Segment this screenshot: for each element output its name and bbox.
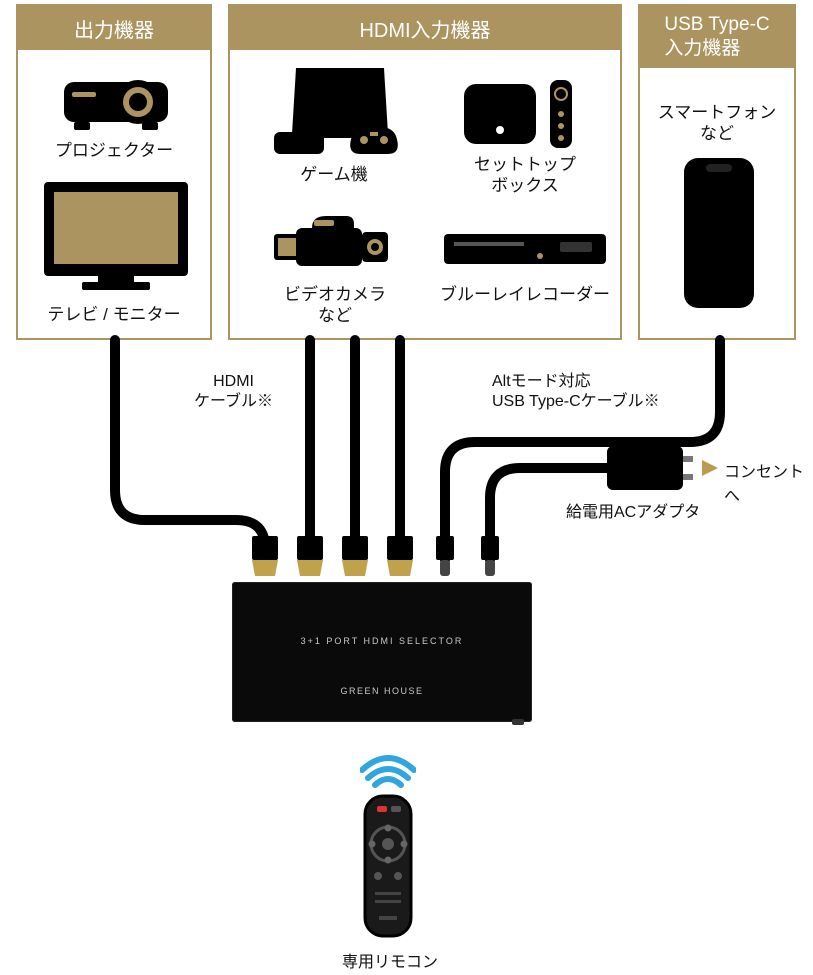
outlet-label: コンセントへ	[724, 458, 813, 506]
usbc-connector-1	[436, 536, 454, 576]
hdmi-selector-device: 3+1 PORT HDMI SELECTOR GREEN HOUSE	[232, 582, 532, 722]
usbc-cable-label: Altモード対応 USB Type-Cケーブル※	[492, 372, 660, 412]
usbc-connector-2	[481, 536, 499, 576]
ac-adapter-icon	[607, 446, 718, 490]
hdmi-cable-label: HDMI ケーブル※	[194, 372, 273, 412]
selector-led-icon	[512, 719, 524, 725]
diagram-canvas: 出力機器 プロジェクター テレビ / モニター HDMI入力機器	[0, 0, 813, 975]
hdmi-connector-4	[387, 536, 413, 576]
hdmi-cable-label-text: HDMI ケーブル※	[194, 373, 273, 410]
usbc-cable-label-text: Altモード対応 USB Type-Cケーブル※	[492, 373, 660, 410]
remote-control-label: 専用リモコン	[330, 948, 450, 972]
hdmi-connector-3	[342, 536, 368, 576]
hdmi-connector-2	[297, 536, 323, 576]
hdmi-connector-1	[252, 536, 278, 576]
remote-signal-icon	[360, 748, 416, 788]
remote-control-icon	[357, 790, 419, 942]
selector-model-text: 3+1 PORT HDMI SELECTOR	[232, 636, 532, 646]
ac-adapter-label: 給電用ACアダプタ	[566, 498, 700, 522]
selector-brand-text: GREEN HOUSE	[232, 686, 532, 696]
